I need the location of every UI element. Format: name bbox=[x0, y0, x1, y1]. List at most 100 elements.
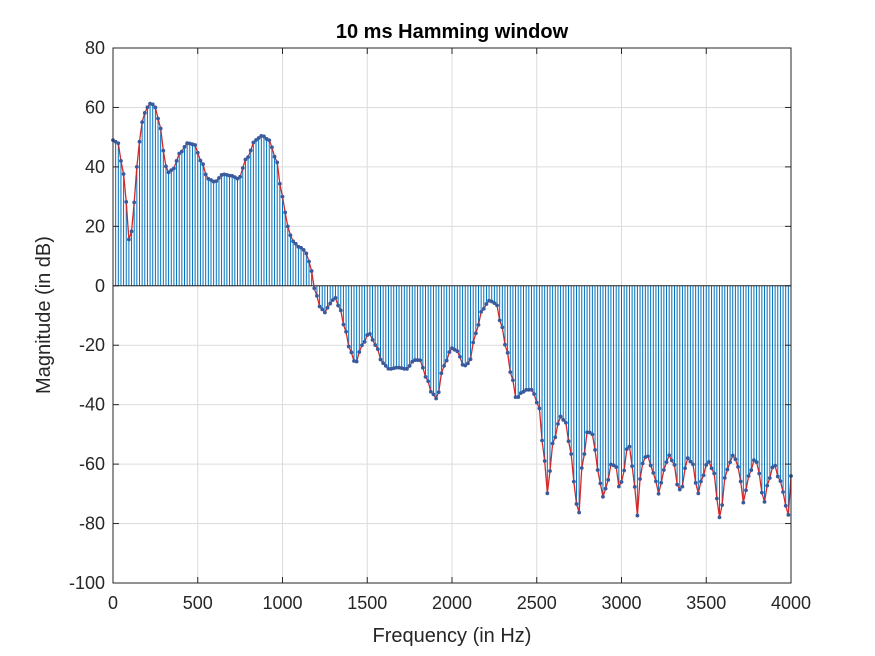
data-point bbox=[320, 307, 325, 312]
data-point bbox=[423, 374, 428, 379]
data-point bbox=[161, 148, 166, 153]
data-point bbox=[158, 126, 163, 131]
data-point bbox=[669, 458, 674, 463]
data-point bbox=[640, 461, 645, 466]
data-point bbox=[407, 364, 412, 368]
x-tick-label: 4000 bbox=[771, 593, 811, 613]
data-point bbox=[699, 479, 703, 484]
data-point bbox=[558, 414, 563, 419]
data-point bbox=[238, 174, 243, 179]
data-point bbox=[706, 459, 711, 464]
data-point bbox=[638, 477, 642, 481]
y-axis-label: Magnitude (in dB) bbox=[33, 236, 55, 394]
data-point bbox=[778, 479, 783, 484]
data-point bbox=[632, 485, 637, 489]
data-point bbox=[270, 145, 274, 150]
data-point bbox=[315, 294, 319, 298]
data-point bbox=[532, 392, 537, 396]
data-point bbox=[781, 490, 785, 494]
data-point bbox=[648, 463, 653, 468]
data-point bbox=[145, 105, 150, 110]
x-tick-label: 2000 bbox=[432, 593, 472, 613]
data-point bbox=[590, 432, 595, 437]
data-point bbox=[203, 172, 208, 177]
data-point bbox=[293, 241, 298, 246]
data-point bbox=[383, 363, 388, 368]
data-point bbox=[277, 181, 282, 186]
data-point bbox=[299, 245, 303, 250]
data-point bbox=[360, 343, 364, 348]
data-point bbox=[333, 295, 338, 300]
data-point bbox=[177, 151, 182, 156]
data-point bbox=[346, 344, 351, 349]
x-tick-label: 3500 bbox=[686, 593, 726, 613]
x-axis-label: Frequency (in Hz) bbox=[373, 625, 532, 647]
data-point bbox=[709, 466, 714, 471]
data-point bbox=[513, 395, 518, 400]
data-point bbox=[503, 342, 507, 347]
data-point bbox=[548, 469, 552, 473]
data-point bbox=[775, 474, 780, 479]
data-point bbox=[524, 387, 529, 392]
data-point bbox=[733, 457, 738, 462]
data-point bbox=[272, 154, 277, 159]
data-point bbox=[508, 370, 513, 375]
data-point bbox=[468, 357, 473, 362]
data-point bbox=[582, 452, 587, 456]
data-point bbox=[561, 418, 566, 422]
data-point bbox=[465, 361, 470, 366]
data-point bbox=[553, 435, 558, 440]
data-point bbox=[691, 462, 695, 467]
data-point bbox=[344, 329, 348, 334]
data-point bbox=[336, 303, 341, 308]
data-point bbox=[571, 479, 576, 484]
data-point bbox=[717, 515, 722, 520]
data-point bbox=[521, 389, 526, 394]
data-point bbox=[569, 452, 574, 456]
y-tick-label: 20 bbox=[85, 216, 105, 236]
data-point bbox=[447, 350, 452, 355]
data-point bbox=[476, 322, 481, 327]
data-point bbox=[696, 491, 701, 496]
data-point bbox=[659, 480, 664, 485]
data-point bbox=[283, 210, 288, 215]
data-point bbox=[667, 453, 672, 458]
data-point bbox=[349, 350, 354, 355]
data-point bbox=[198, 158, 203, 163]
data-point bbox=[601, 494, 605, 499]
x-tick-label: 500 bbox=[183, 593, 213, 613]
data-point bbox=[529, 387, 534, 392]
data-point bbox=[362, 339, 367, 344]
data-point bbox=[484, 302, 489, 306]
data-point bbox=[730, 453, 735, 458]
data-point bbox=[164, 164, 168, 169]
data-point bbox=[773, 463, 778, 468]
data-point bbox=[714, 496, 719, 501]
data-point bbox=[767, 476, 772, 480]
data-point bbox=[354, 359, 359, 364]
data-point bbox=[622, 468, 627, 473]
data-point bbox=[595, 468, 600, 472]
data-point bbox=[267, 138, 272, 143]
data-point bbox=[757, 471, 762, 476]
data-point bbox=[664, 460, 669, 465]
data-point bbox=[720, 503, 725, 507]
data-point bbox=[728, 460, 732, 465]
markers bbox=[111, 101, 793, 520]
data-point bbox=[137, 139, 142, 144]
y-tick-label: 40 bbox=[85, 157, 105, 177]
data-point bbox=[505, 350, 510, 355]
data-point bbox=[246, 155, 250, 160]
data-point bbox=[134, 164, 139, 169]
data-point bbox=[325, 305, 330, 310]
x-tick-label: 0 bbox=[108, 593, 118, 613]
data-point bbox=[444, 358, 449, 363]
data-point bbox=[426, 379, 431, 384]
data-point bbox=[172, 166, 176, 171]
x-tick-label: 3000 bbox=[601, 593, 641, 613]
data-point bbox=[712, 471, 717, 476]
data-point bbox=[129, 229, 134, 234]
data-point bbox=[156, 116, 160, 121]
y-tick-label: 0 bbox=[95, 276, 105, 296]
